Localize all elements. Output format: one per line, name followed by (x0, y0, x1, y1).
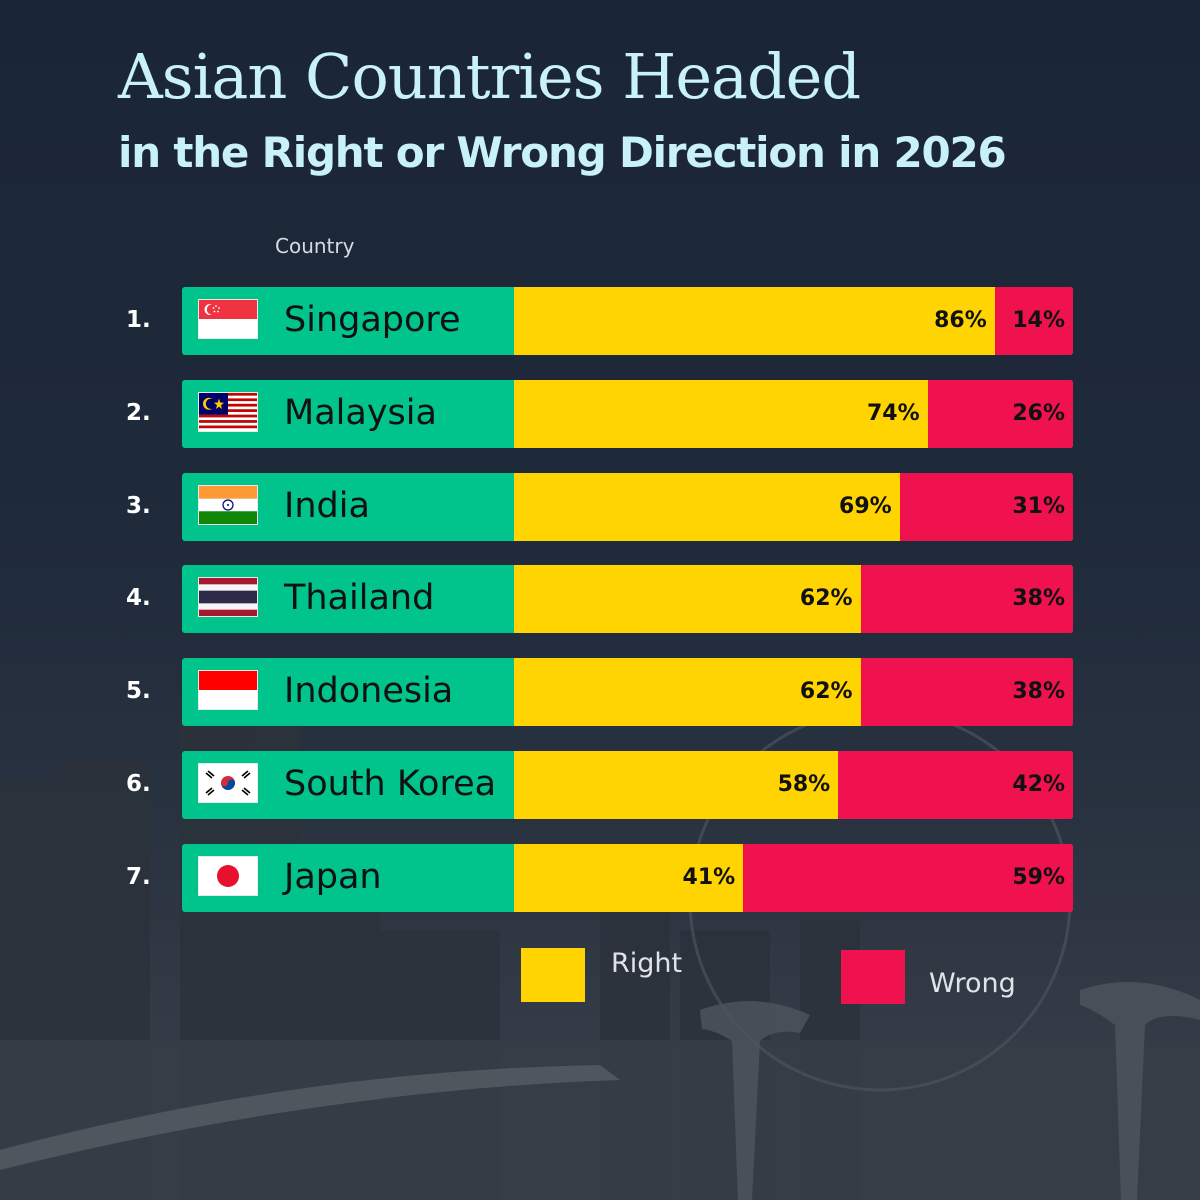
legend-label-wrong: Wrong (929, 968, 1016, 999)
india-flag-icon (198, 485, 258, 525)
bar-wrong (994, 287, 1073, 355)
bar-row: Japan 41% 59% (182, 844, 1073, 912)
thailand-flag-icon (198, 577, 258, 617)
rank-label: 4. (126, 585, 151, 611)
bar-right (514, 844, 744, 912)
chart-title: Asian Countries Headed (118, 40, 861, 113)
bar-row: South Korea 58% 42% (182, 751, 1073, 819)
country-label: Singapore (284, 300, 461, 340)
legend-swatch-right (521, 948, 585, 1002)
value-label-wrong: 31% (1012, 494, 1065, 519)
value-label-right: 74% (867, 401, 920, 426)
value-label-right: 86% (934, 308, 987, 333)
bar-right (514, 287, 995, 355)
bar-right (514, 658, 861, 726)
singapore-flag-icon (198, 299, 258, 339)
chart-subtitle: in the Right or Wrong Direction in 2026 (118, 128, 1007, 177)
bar-row: Singapore 86% 14% (182, 287, 1073, 355)
country-label: Malaysia (284, 393, 437, 433)
indonesia-flag-icon (198, 670, 258, 710)
bar-row: Malaysia 74% 26% (182, 380, 1073, 448)
bar-right (514, 380, 928, 448)
bar-row: India 69% 31% (182, 473, 1073, 541)
legend-swatch-wrong (841, 950, 905, 1004)
rank-label: 6. (126, 771, 151, 797)
bar-row: Indonesia 62% 38% (182, 658, 1073, 726)
value-label-wrong: 59% (1012, 865, 1065, 890)
bar-right (514, 565, 861, 633)
south-korea-flag-icon (198, 763, 258, 803)
value-label-wrong: 26% (1012, 401, 1065, 426)
value-label-wrong: 14% (1012, 308, 1065, 333)
bar-wrong (860, 658, 1073, 726)
malaysia-flag-icon (198, 392, 258, 432)
bar-right (514, 473, 900, 541)
value-label-right: 62% (799, 586, 853, 611)
country-label: Japan (284, 857, 382, 897)
rank-label: 2. (126, 400, 151, 426)
japan-flag-icon (198, 856, 258, 896)
rank-label: 3. (126, 493, 151, 519)
bar-right (514, 751, 839, 819)
rank-label: 5. (126, 678, 151, 704)
value-label-right: 41% (682, 865, 736, 890)
value-label-wrong: 42% (1012, 772, 1065, 797)
bar-wrong (927, 380, 1073, 448)
value-label-right: 58% (777, 772, 831, 797)
value-label-right: 62% (799, 679, 853, 704)
country-label: Thailand (284, 578, 435, 618)
bar-wrong (743, 844, 1073, 912)
country-label: India (284, 486, 370, 526)
column-header: Country (275, 234, 355, 258)
value-label-wrong: 38% (1012, 586, 1065, 611)
legend-label-right: Right (611, 948, 683, 979)
bar-wrong (838, 751, 1073, 819)
rank-label: 7. (126, 864, 151, 890)
rank-label: 1. (126, 307, 151, 333)
country-label: South Korea (284, 764, 497, 804)
bar-wrong (860, 565, 1073, 633)
value-label-right: 69% (839, 494, 892, 519)
country-label: Indonesia (284, 671, 454, 711)
value-label-wrong: 38% (1012, 679, 1065, 704)
bar-wrong (899, 473, 1073, 541)
bar-row: Thailand 62% 38% (182, 565, 1073, 633)
